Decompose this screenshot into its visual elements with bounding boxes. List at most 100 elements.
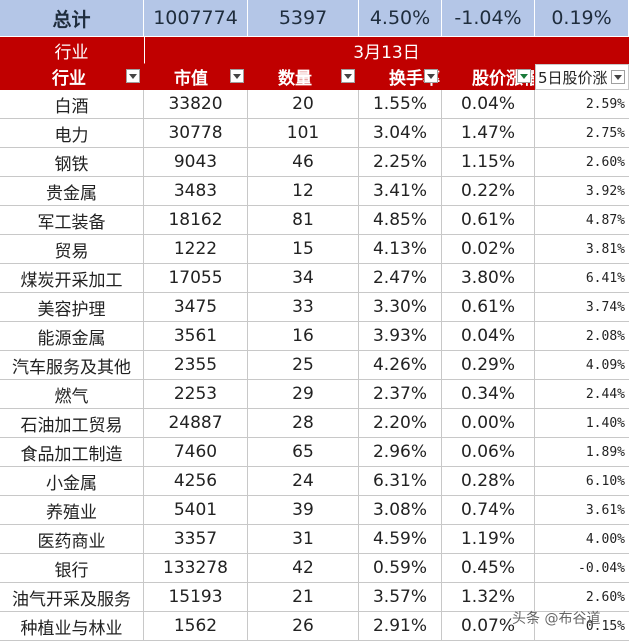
header-group-label[interactable]: 行业 (0, 37, 144, 64)
column-header-turnover[interactable]: 换手率 (359, 64, 442, 90)
change5-cell[interactable]: 3.81% (535, 235, 629, 264)
count-cell[interactable]: 25 (248, 351, 359, 380)
count-cell[interactable]: 101 (248, 119, 359, 148)
market-cap-cell[interactable]: 3561 (144, 322, 248, 351)
change-cell[interactable]: 0.04% (442, 322, 535, 351)
market-cap-cell[interactable]: 2355 (144, 351, 248, 380)
totals-market-cap[interactable]: 1007774 (144, 0, 248, 37)
market-cap-cell[interactable]: 5401 (144, 496, 248, 525)
count-cell[interactable]: 34 (248, 264, 359, 293)
turnover-cell[interactable]: 4.26% (359, 351, 442, 380)
count-cell[interactable]: 15 (248, 235, 359, 264)
turnover-cell[interactable]: 3.08% (359, 496, 442, 525)
turnover-cell[interactable]: 4.85% (359, 206, 442, 235)
turnover-cell[interactable]: 2.91% (359, 612, 442, 641)
market-cap-cell[interactable]: 3475 (144, 293, 248, 322)
industry-cell[interactable]: 食品加工制造 (0, 438, 144, 467)
change5-cell[interactable]: 2.59% (535, 90, 629, 119)
count-cell[interactable]: 39 (248, 496, 359, 525)
change5-cell[interactable]: 2.60% (535, 583, 629, 612)
market-cap-cell[interactable]: 1562 (144, 612, 248, 641)
market-cap-cell[interactable]: 3357 (144, 525, 248, 554)
filter-dropdown-icon[interactable] (126, 69, 140, 83)
count-cell[interactable]: 29 (248, 380, 359, 409)
market-cap-cell[interactable]: 133278 (144, 554, 248, 583)
count-cell[interactable]: 16 (248, 322, 359, 351)
count-cell[interactable]: 81 (248, 206, 359, 235)
count-cell[interactable]: 21 (248, 583, 359, 612)
market-cap-cell[interactable]: 4256 (144, 467, 248, 496)
change5-cell[interactable]: 2.44% (535, 380, 629, 409)
industry-cell[interactable]: 油气开采及服务 (0, 583, 144, 612)
change-cell[interactable]: 1.32% (442, 583, 535, 612)
change-cell[interactable]: 1.47% (442, 119, 535, 148)
turnover-cell[interactable]: 3.57% (359, 583, 442, 612)
change-cell[interactable]: 0.61% (442, 293, 535, 322)
market-cap-cell[interactable]: 17055 (144, 264, 248, 293)
change5-cell[interactable]: 3.74% (535, 293, 629, 322)
market-cap-cell[interactable]: 33820 (144, 90, 248, 119)
count-cell[interactable]: 24 (248, 467, 359, 496)
change5-cell[interactable]: 2.60% (535, 148, 629, 177)
market-cap-cell[interactable]: 3483 (144, 177, 248, 206)
count-cell[interactable]: 20 (248, 90, 359, 119)
filter-dropdown-icon[interactable] (341, 69, 355, 83)
industry-cell[interactable]: 养殖业 (0, 496, 144, 525)
market-cap-cell[interactable]: 15193 (144, 583, 248, 612)
change-cell[interactable]: 1.19% (442, 525, 535, 554)
filter-dropdown-icon[interactable] (230, 69, 244, 83)
turnover-cell[interactable]: 0.59% (359, 554, 442, 583)
industry-cell[interactable]: 燃气 (0, 380, 144, 409)
change5-cell[interactable]: 6.10% (535, 467, 629, 496)
change5-cell[interactable]: 4.87% (535, 206, 629, 235)
filter-active-icon[interactable] (517, 69, 531, 83)
count-cell[interactable]: 46 (248, 148, 359, 177)
count-cell[interactable]: 42 (248, 554, 359, 583)
industry-cell[interactable]: 种植业与林业 (0, 612, 144, 641)
count-cell[interactable]: 31 (248, 525, 359, 554)
change5-cell[interactable]: 6.41% (535, 264, 629, 293)
industry-cell[interactable]: 煤炭开采加工 (0, 264, 144, 293)
change-cell[interactable]: 0.61% (442, 206, 535, 235)
totals-change5[interactable]: 0.19% (535, 0, 629, 37)
count-cell[interactable]: 65 (248, 438, 359, 467)
change5-cell[interactable]: 1.89% (535, 438, 629, 467)
industry-cell[interactable]: 小金属 (0, 467, 144, 496)
change-cell[interactable]: 1.15% (442, 148, 535, 177)
filter-dropdown-icon[interactable] (611, 70, 625, 84)
market-cap-cell[interactable]: 7460 (144, 438, 248, 467)
change-cell[interactable]: 0.74% (442, 496, 535, 525)
turnover-cell[interactable]: 1.55% (359, 90, 442, 119)
column-header-industry[interactable]: 行业 (0, 64, 144, 90)
change5-cell[interactable]: 1.40% (535, 409, 629, 438)
change5-cell[interactable]: 0.15% (535, 612, 629, 641)
change-cell[interactable]: 0.28% (442, 467, 535, 496)
totals-change[interactable]: -1.04% (442, 0, 535, 37)
industry-cell[interactable]: 军工装备 (0, 206, 144, 235)
turnover-cell[interactable]: 3.04% (359, 119, 442, 148)
turnover-cell[interactable]: 3.93% (359, 322, 442, 351)
column-header-count[interactable]: 数量 (248, 64, 359, 90)
industry-cell[interactable]: 能源金属 (0, 322, 144, 351)
change5-cell[interactable]: 4.09% (535, 351, 629, 380)
market-cap-cell[interactable]: 18162 (144, 206, 248, 235)
change-cell[interactable]: 0.29% (442, 351, 535, 380)
change-cell[interactable]: 0.34% (442, 380, 535, 409)
turnover-cell[interactable]: 6.31% (359, 467, 442, 496)
change-cell[interactable]: 3.80% (442, 264, 535, 293)
totals-label[interactable]: 总计 (0, 0, 144, 37)
turnover-cell[interactable]: 4.13% (359, 235, 442, 264)
industry-cell[interactable]: 医药商业 (0, 525, 144, 554)
turnover-cell[interactable]: 2.47% (359, 264, 442, 293)
count-cell[interactable]: 26 (248, 612, 359, 641)
industry-cell[interactable]: 银行 (0, 554, 144, 583)
industry-cell[interactable]: 钢铁 (0, 148, 144, 177)
turnover-cell[interactable]: 2.25% (359, 148, 442, 177)
totals-count[interactable]: 5397 (248, 0, 359, 37)
turnover-cell[interactable]: 3.41% (359, 177, 442, 206)
column-header-change[interactable]: 股价涨幅 (442, 64, 535, 90)
industry-cell[interactable]: 白酒 (0, 90, 144, 119)
header-date[interactable]: 3月13日 (144, 37, 629, 64)
column-header-market-cap[interactable]: 市值 (144, 64, 248, 90)
change-cell[interactable]: 0.00% (442, 409, 535, 438)
